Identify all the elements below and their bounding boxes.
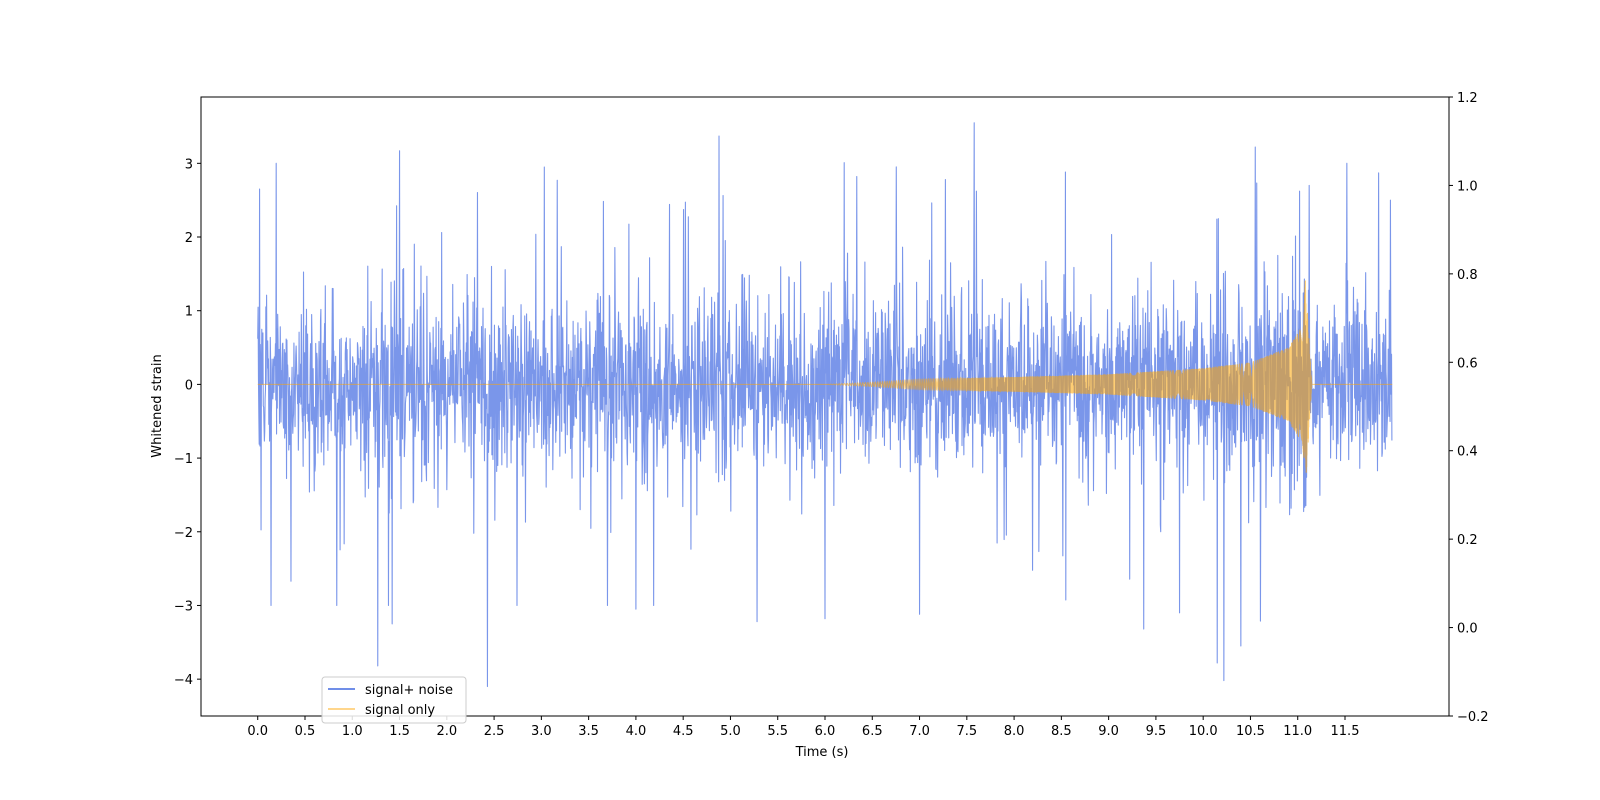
- y-right-tick-label: 1.0: [1457, 179, 1478, 194]
- y-right-tick-label: 1.2: [1457, 91, 1478, 106]
- legend-label-signal-noise: signal+ noise: [365, 683, 453, 698]
- legend: signal+ noise signal only: [321, 676, 467, 724]
- y-right-tick-label: 0.2: [1457, 533, 1478, 548]
- x-tick-label: 8.5: [1051, 724, 1072, 739]
- y-right-tick-label: −0.2: [1457, 710, 1489, 725]
- x-tick-label: 7.5: [956, 724, 977, 739]
- x-tick-label: 7.0: [909, 724, 930, 739]
- x-tick-label: 0.5: [295, 724, 316, 739]
- x-tick-label: 4.0: [626, 724, 647, 739]
- y-axis-left: 3 2 1 0 −1 −2 −3 −4: [174, 157, 201, 688]
- x-tick-label: 3.0: [531, 724, 552, 739]
- x-tick-label: 9.0: [1098, 724, 1119, 739]
- x-tick-label: 2.5: [484, 724, 505, 739]
- y-right-tick-label: 0.0: [1457, 622, 1478, 637]
- y-axis-right: 1.2 1.0 0.8 0.6 0.4 0.2 0.0 −0.2: [1449, 91, 1489, 725]
- x-tick-label: 1.5: [389, 724, 410, 739]
- y-tick-label: 0: [185, 378, 193, 393]
- legend-box: [321, 676, 467, 724]
- x-tick-label: 2.0: [436, 724, 457, 739]
- x-tick-label: 1.0: [342, 724, 363, 739]
- x-tick-label: 6.0: [815, 724, 836, 739]
- x-tick-label: 11.5: [1331, 724, 1360, 739]
- x-tick-label: 5.5: [767, 724, 788, 739]
- y-axis-label: Whitened strain: [150, 354, 165, 457]
- legend-label-signal-only: signal only: [365, 703, 435, 718]
- x-tick-label: 10.0: [1189, 724, 1218, 739]
- series-signal-only: [257, 280, 1393, 473]
- x-tick-label: 9.5: [1146, 724, 1167, 739]
- x-axis-label: Time (s): [795, 745, 849, 760]
- x-tick-label: 0.0: [247, 724, 268, 739]
- x-axis: 0.0 0.5 1.0 1.5 2.0 2.5 3.0 3.5 4.0 4.5 5.0 5.5 6.0 6…: [247, 716, 1359, 739]
- x-tick-label: 4.5: [673, 724, 694, 739]
- x-tick-label: 6.5: [862, 724, 883, 739]
- y-right-tick-label: 0.6: [1457, 356, 1478, 371]
- y-tick-label: −4: [174, 673, 193, 688]
- y-tick-label: 1: [185, 305, 193, 320]
- x-tick-label: 8.0: [1004, 724, 1025, 739]
- y-tick-label: −3: [174, 599, 193, 614]
- y-right-tick-label: 0.4: [1457, 445, 1478, 460]
- x-tick-label: 10.5: [1236, 724, 1265, 739]
- x-tick-label: 3.5: [578, 724, 599, 739]
- plot-area: [257, 122, 1393, 688]
- y-tick-label: 2: [185, 231, 193, 246]
- x-tick-label: 11.0: [1283, 724, 1312, 739]
- series-signal-noise: [257, 122, 1393, 688]
- y-right-tick-label: 0.8: [1457, 268, 1478, 283]
- y-tick-label: 3: [185, 157, 193, 172]
- x-tick-label: 5.0: [720, 724, 741, 739]
- y-tick-label: −1: [174, 452, 193, 467]
- y-tick-label: −2: [174, 526, 193, 541]
